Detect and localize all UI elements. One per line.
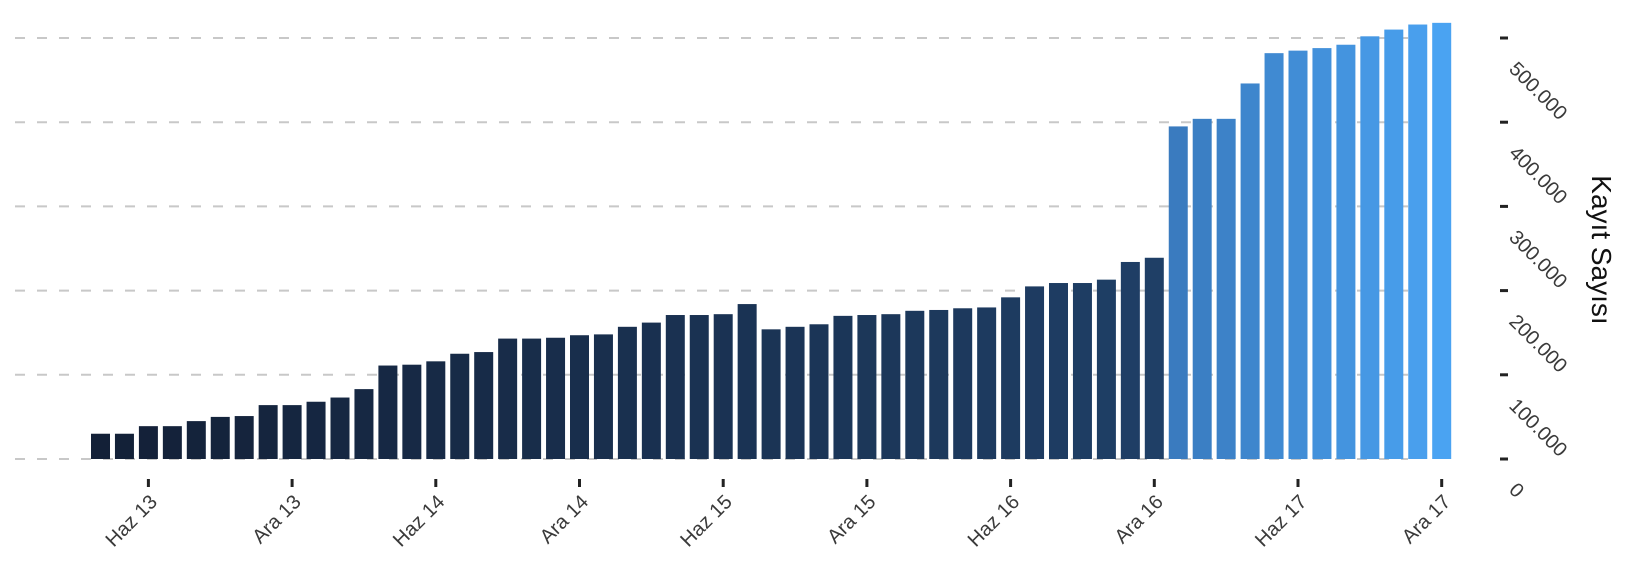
bar (1264, 53, 1284, 459)
bar (450, 353, 470, 459)
bar (809, 324, 829, 459)
x-tick-label: Haz 16 (964, 491, 1024, 551)
y-axis: 0 100.000 200.000 300.000 400.000 500.000 (1500, 36, 1571, 502)
bar (1096, 279, 1116, 459)
bar (546, 337, 566, 459)
bar (1120, 261, 1140, 459)
bar (258, 405, 278, 459)
x-tick-label: Ara 15 (823, 491, 880, 548)
bar (1144, 257, 1164, 459)
bar (474, 352, 494, 459)
bar (785, 326, 805, 459)
bars (91, 22, 1452, 460)
bar (833, 315, 853, 459)
x-tick-label: Haz 17 (1251, 491, 1311, 551)
bar (162, 426, 182, 459)
bar (1336, 44, 1356, 460)
y-tick-label: 500.000 (1504, 58, 1571, 125)
bar (1168, 126, 1188, 459)
y-tick-label: 0 (1504, 479, 1527, 502)
y-tick-label: 200.000 (1504, 311, 1571, 378)
bar (593, 334, 613, 459)
bar (713, 314, 733, 459)
x-axis: Haz 13 Ara 13 Haz 14 Ara 14 Haz 15 Ara 15 Haz … (102, 479, 1455, 551)
bar (977, 307, 997, 459)
x-tick-label: Haz 15 (676, 491, 736, 551)
bar (1432, 22, 1452, 460)
y-axis-title: Kayıt Sayısı (1586, 175, 1617, 324)
bar (1192, 118, 1212, 459)
bar (570, 335, 589, 459)
bar (929, 309, 949, 459)
bar (905, 310, 925, 459)
bar (1288, 50, 1308, 459)
bar (498, 338, 518, 459)
bar (378, 365, 398, 459)
bar (426, 361, 446, 459)
bar (1384, 29, 1404, 460)
bar (91, 433, 110, 459)
bar (282, 405, 302, 459)
bar (617, 326, 637, 459)
bar (306, 401, 326, 459)
bar (1025, 286, 1045, 459)
bar (953, 308, 973, 459)
bar (1001, 297, 1021, 459)
bar (186, 421, 206, 459)
bar (210, 416, 230, 459)
bar (1408, 24, 1428, 459)
y-tick-label: 100.000 (1504, 395, 1571, 462)
bar (641, 322, 661, 459)
y-tick-label: 400.000 (1504, 142, 1571, 209)
bar (665, 315, 685, 459)
bar (354, 389, 374, 459)
y-tick-label: 300.000 (1504, 226, 1571, 293)
bar (1072, 283, 1092, 459)
bar (761, 329, 781, 459)
bar (689, 315, 709, 459)
x-tick-label: Ara 16 (1111, 491, 1168, 548)
x-tick-label: Ara 17 (1398, 491, 1455, 548)
bar (522, 338, 542, 459)
bar (1049, 283, 1068, 459)
x-tick-label: Haz 13 (102, 491, 162, 551)
x-tick-label: Ara 14 (536, 491, 593, 548)
bar (234, 416, 254, 459)
bar (737, 304, 757, 459)
bar (881, 314, 901, 459)
bar (1216, 118, 1236, 459)
bar (330, 397, 350, 459)
bar (402, 364, 422, 459)
bar (857, 315, 877, 459)
bar (138, 426, 158, 459)
bar (1360, 36, 1380, 459)
bar (1312, 48, 1332, 459)
x-tick-label: Haz 14 (389, 491, 449, 551)
bar (114, 433, 134, 459)
bar (1240, 83, 1260, 459)
x-tick-label: Ara 13 (248, 491, 305, 548)
